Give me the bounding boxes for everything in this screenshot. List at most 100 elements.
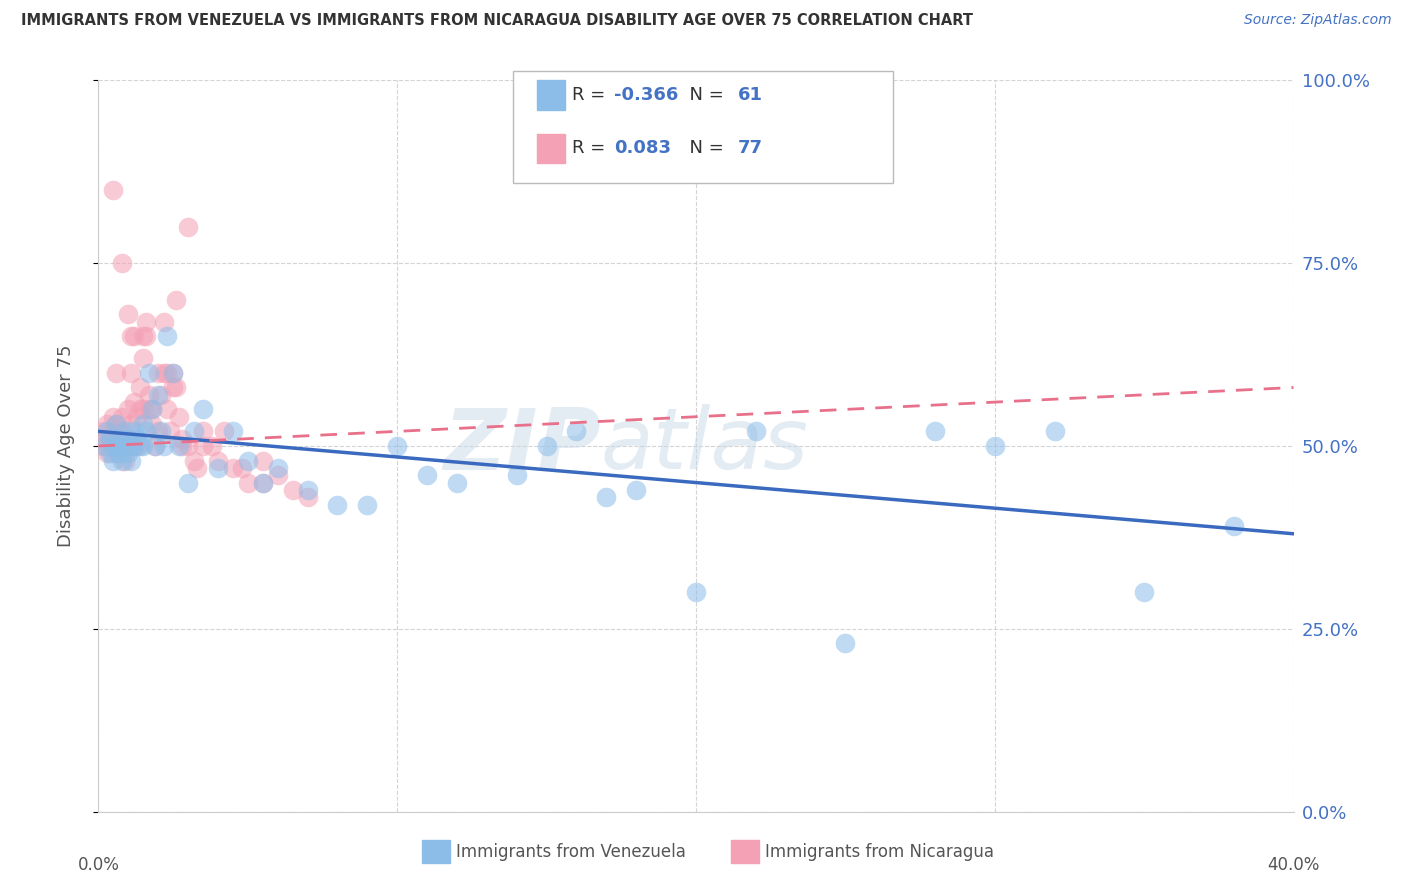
Point — [150, 388, 173, 402]
Point — [167, 409, 190, 424]
Point — [114, 439, 136, 453]
Text: 61: 61 — [738, 87, 763, 104]
Point — [281, 483, 304, 497]
Point — [183, 425, 205, 439]
Point — [236, 475, 259, 490]
Point — [108, 432, 131, 446]
Point — [186, 461, 208, 475]
Text: N =: N = — [678, 139, 730, 157]
Point — [153, 366, 176, 380]
Point — [124, 425, 146, 439]
Point — [124, 439, 146, 453]
Point — [172, 432, 194, 446]
Point — [267, 468, 290, 483]
Text: R =: R = — [572, 139, 612, 157]
Point — [103, 425, 125, 439]
Point — [124, 329, 146, 343]
Point — [108, 432, 131, 446]
Point — [93, 439, 115, 453]
Point — [111, 256, 134, 270]
Point — [132, 351, 155, 366]
Point — [536, 439, 558, 453]
Point — [162, 366, 184, 380]
Point — [103, 453, 125, 467]
Point — [114, 439, 136, 453]
Point — [326, 498, 349, 512]
Point — [148, 425, 170, 439]
Point — [165, 380, 187, 394]
Point — [595, 490, 617, 504]
Point — [114, 439, 136, 453]
Text: atlas: atlas — [600, 404, 808, 488]
Point — [150, 425, 173, 439]
Point — [117, 307, 139, 321]
Point — [105, 417, 128, 431]
Point — [834, 636, 856, 650]
Point — [153, 439, 176, 453]
Point — [111, 409, 134, 424]
Point — [124, 439, 146, 453]
Point — [108, 439, 131, 453]
Point — [96, 417, 118, 431]
Point — [138, 402, 160, 417]
Point — [120, 329, 142, 343]
Point — [297, 490, 319, 504]
Point — [172, 439, 194, 453]
Point — [159, 425, 181, 439]
Point — [120, 366, 142, 380]
Point — [105, 439, 128, 453]
Point — [138, 366, 160, 380]
Point — [212, 425, 235, 439]
Point — [191, 402, 214, 417]
Text: Immigrants from Nicaragua: Immigrants from Nicaragua — [765, 843, 994, 861]
Point — [103, 183, 125, 197]
Text: IMMIGRANTS FROM VENEZUELA VS IMMIGRANTS FROM NICARAGUA DISABILITY AGE OVER 75 CO: IMMIGRANTS FROM VENEZUELA VS IMMIGRANTS … — [21, 13, 973, 29]
Point — [231, 461, 253, 475]
Point — [105, 417, 128, 431]
Point — [111, 453, 134, 467]
Point — [141, 402, 163, 417]
Point — [207, 453, 229, 467]
Point — [177, 219, 200, 234]
Point — [565, 425, 588, 439]
Point — [129, 402, 152, 417]
Point — [156, 366, 179, 380]
Point — [162, 366, 184, 380]
Point — [267, 461, 290, 475]
Point — [222, 425, 245, 439]
Point — [167, 439, 190, 453]
Point — [156, 329, 179, 343]
Point — [114, 453, 136, 467]
Point — [108, 439, 131, 453]
Point — [143, 439, 166, 453]
Point — [127, 409, 149, 424]
Point — [132, 439, 155, 453]
Point — [156, 402, 179, 417]
Text: N =: N = — [678, 87, 730, 104]
Point — [924, 425, 946, 439]
Point — [96, 425, 118, 439]
Point — [114, 425, 136, 439]
Point — [103, 409, 125, 424]
Text: -0.366: -0.366 — [614, 87, 679, 104]
Point — [222, 461, 245, 475]
Point — [90, 432, 112, 446]
Text: 0.0%: 0.0% — [77, 855, 120, 873]
Point — [297, 483, 319, 497]
Point — [117, 432, 139, 446]
Point — [207, 461, 229, 475]
Text: Immigrants from Venezuela: Immigrants from Venezuela — [456, 843, 685, 861]
Point — [108, 446, 131, 460]
Point — [120, 439, 142, 453]
Point — [120, 417, 142, 431]
Point — [98, 446, 122, 460]
Point — [93, 439, 115, 453]
Point — [984, 439, 1007, 453]
Point — [446, 475, 468, 490]
Point — [153, 315, 176, 329]
Point — [135, 329, 157, 343]
Point — [98, 439, 122, 453]
Point — [1133, 585, 1156, 599]
Point — [506, 468, 529, 483]
Point — [143, 439, 166, 453]
